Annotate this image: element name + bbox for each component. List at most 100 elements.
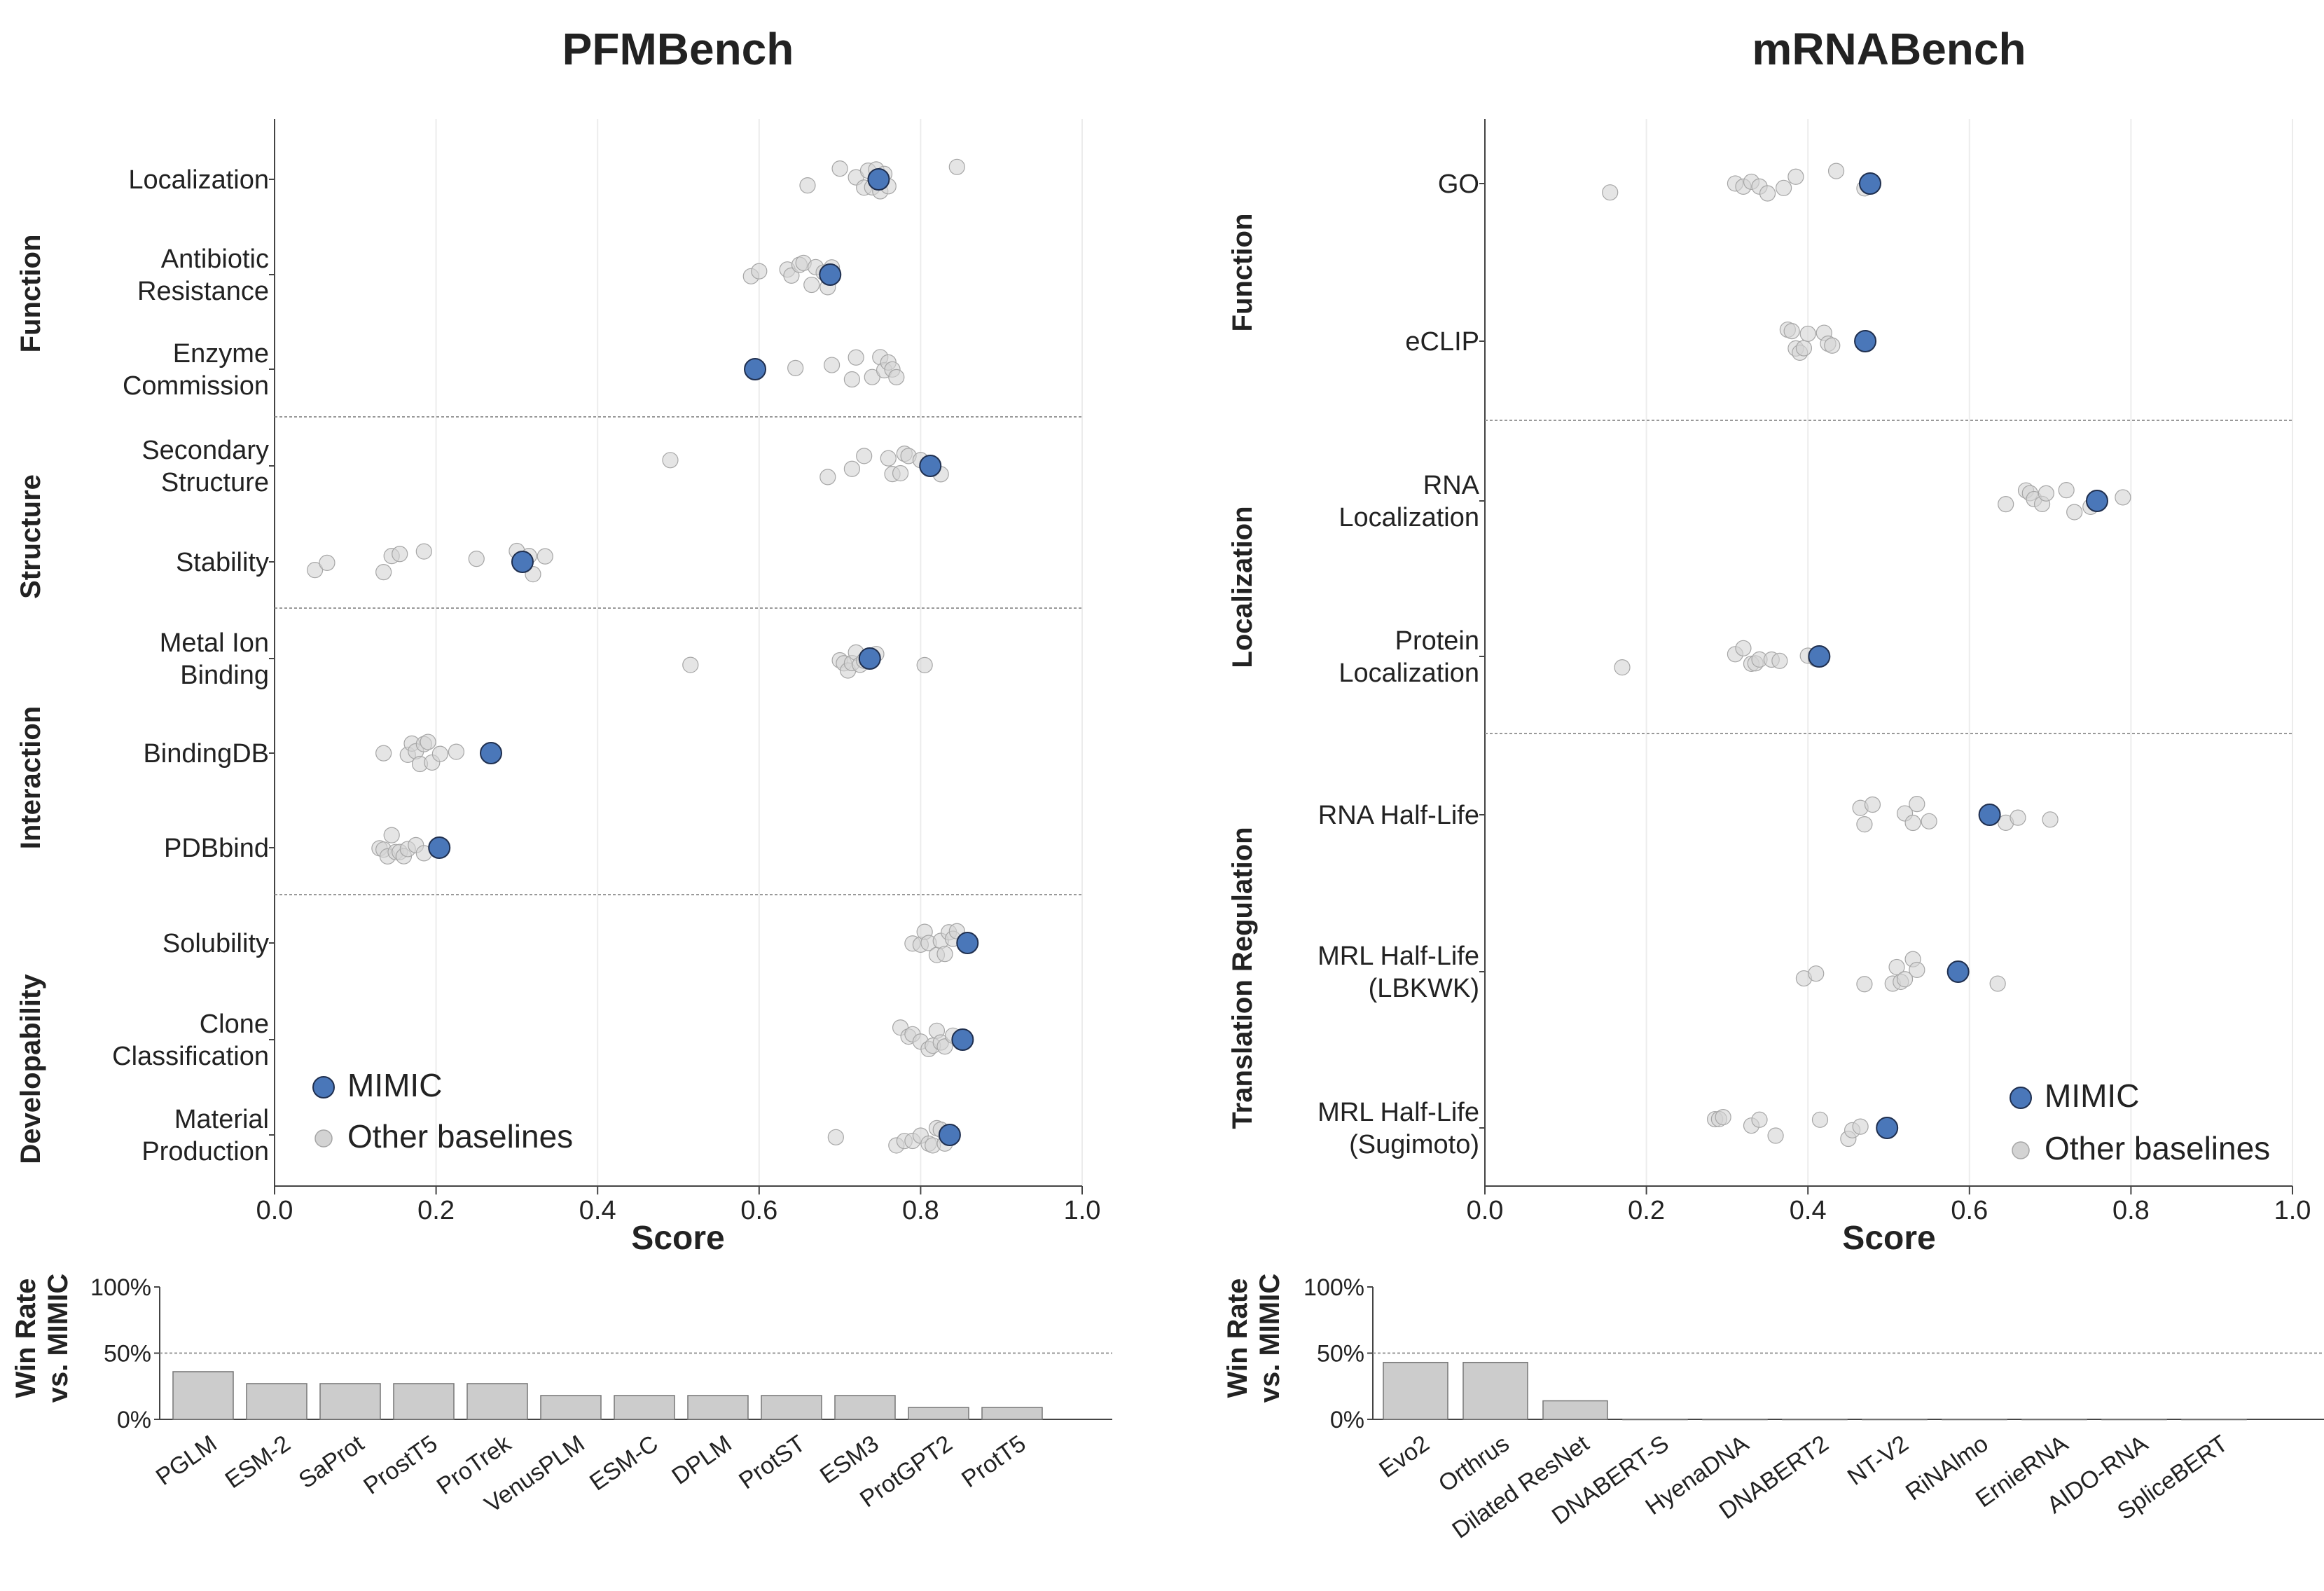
left-baseline-point	[375, 745, 392, 762]
right-win-rate-bar	[2021, 1419, 2087, 1421]
right-baseline-point	[1811, 1111, 1829, 1128]
right-legend-mimic-label: MIMIC	[2045, 1077, 2139, 1114]
left-win-rate-bar	[908, 1407, 969, 1420]
right-row-label: (LBKWK)	[1369, 974, 1479, 1003]
right-baseline-point	[1787, 168, 1804, 185]
right-row-label: (Sugimoto)	[1349, 1130, 1479, 1159]
right-mimic-point	[1978, 804, 2001, 826]
right-win-rate-bar	[1462, 1361, 1528, 1420]
left-bar-category-label: ProtT5	[957, 1430, 1030, 1493]
left-win-rate-bar	[319, 1383, 381, 1420]
right-baseline-point	[1827, 163, 1845, 179]
right-row-label: MRL Half-Life	[1317, 942, 1479, 971]
left-row-label: Stability	[176, 548, 269, 577]
left-row-label: Classification	[112, 1042, 269, 1071]
right-baseline-point	[2042, 811, 2059, 828]
left-win-rate-bar	[761, 1395, 822, 1420]
right-bar-y-axis-label: Win Rate	[1222, 1279, 1253, 1398]
right-row-label: RNA Half-Life	[1318, 801, 1479, 830]
left-baseline-point	[843, 371, 860, 388]
right-row-label: MRL Half-Life	[1317, 1098, 1479, 1127]
right-baseline-point	[1909, 796, 1925, 813]
left-row-label: PDBbind	[164, 834, 269, 863]
left-group-label: Interaction	[15, 706, 46, 849]
left-win-rate-bar	[687, 1395, 749, 1420]
right-baseline-point	[1799, 325, 1816, 343]
left-x-tick-label: 0.0	[256, 1196, 293, 1225]
left-baseline-point	[537, 548, 553, 565]
right-win-rate-bar	[1383, 1361, 1448, 1420]
left-mimic-point	[819, 263, 842, 286]
left-chart-title: PFMBench	[562, 24, 794, 74]
right-x-tick-label: 0.4	[1790, 1196, 1827, 1225]
left-bar-y-axis-label: Win Rate	[11, 1279, 41, 1398]
left-row-label: Secondary	[141, 436, 269, 465]
right-x-tick-label: 1.0	[2274, 1196, 2311, 1225]
right-baseline-point	[1856, 976, 1873, 993]
right-row-label: RNA	[1423, 471, 1480, 500]
right-row-label: eCLIP	[1405, 327, 1479, 357]
right-win-rate-bar	[1702, 1419, 1768, 1421]
right-win-rate-bar	[1942, 1419, 2007, 1421]
left-baseline-point	[392, 546, 408, 563]
left-win-rate-bar	[834, 1395, 896, 1420]
left-baseline-point	[319, 554, 336, 571]
left-row-label: Material	[174, 1105, 269, 1134]
left-baseline-point	[468, 551, 485, 567]
left-bar-y-axis-label: vs. MIMIC	[43, 1274, 74, 1403]
left-baseline-point	[819, 469, 836, 485]
left-bar-y-tick-label: 100%	[90, 1274, 151, 1301]
right-mimic-point	[1946, 960, 1970, 983]
left-row-label: Enzyme	[173, 339, 269, 369]
left-win-rate-bar	[981, 1407, 1043, 1420]
right-bar-y-tick-label: 0%	[1330, 1407, 1364, 1433]
right-win-rate-bar	[2101, 1419, 2167, 1421]
left-mimic-point	[867, 168, 890, 191]
left-bar-category-label: PGLM	[151, 1430, 222, 1490]
left-row-label: Metal Ion	[160, 628, 269, 658]
left-bar-category-label: ProtST	[734, 1430, 810, 1494]
right-group-label: Localization	[1227, 506, 1258, 668]
right-x-tick-label: 0.6	[1951, 1196, 1988, 1225]
right-row-label: Localization	[1339, 659, 1479, 688]
left-row-label: Localization	[128, 165, 269, 195]
left-baseline-point	[948, 158, 965, 175]
right-row-label: Localization	[1339, 503, 1479, 532]
left-row-label: Resistance	[137, 277, 269, 306]
left-mimic-point	[938, 1124, 961, 1146]
left-row-label: Commission	[123, 371, 269, 401]
right-baseline-point	[1896, 971, 1914, 988]
right-baseline-point	[1776, 179, 1792, 196]
right-mimic-point	[1808, 645, 1831, 668]
right-x-tick-label: 0.8	[2112, 1196, 2150, 1225]
left-x-tick-label: 0.4	[579, 1196, 616, 1225]
right-baseline-point	[1864, 796, 1881, 813]
left-row-label: Solubility	[162, 929, 269, 958]
right-baseline-point	[1602, 184, 1619, 201]
left-legend-other-marker	[314, 1129, 333, 1148]
left-baseline-point	[751, 263, 768, 280]
right-baseline-point	[1715, 1108, 1731, 1126]
right-baseline-point	[1808, 965, 1825, 982]
right-baseline-point	[1735, 640, 1752, 656]
left-group-label: Developability	[15, 974, 46, 1164]
left-baseline-point	[856, 448, 873, 464]
right-legend-other-marker	[2012, 1141, 2030, 1159]
left-group-label: Function	[15, 235, 46, 353]
right-win-rate-bar	[1542, 1400, 1608, 1420]
left-baseline-point	[431, 745, 448, 762]
right-chart-title: mRNABench	[1752, 24, 2026, 74]
left-bar-category-label: ESM-2	[221, 1430, 296, 1494]
left-baseline-point	[892, 464, 909, 482]
left-x-tick-label: 0.8	[902, 1196, 939, 1225]
right-baseline-point	[1795, 340, 1813, 357]
left-baseline-point	[936, 1038, 953, 1055]
right-baseline-point	[1771, 652, 1788, 669]
left-mimic-point	[511, 551, 534, 573]
right-bar-category-label: Dilated ResNet	[1447, 1430, 1594, 1544]
right-mimic-point	[2085, 490, 2108, 512]
right-bar-y-axis-label: vs. MIMIC	[1254, 1274, 1285, 1403]
right-x-tick-label: 0.0	[1467, 1196, 1504, 1225]
right-bar-category-label: NT-V2	[1843, 1430, 1914, 1490]
right-baseline-point	[1824, 337, 1841, 354]
